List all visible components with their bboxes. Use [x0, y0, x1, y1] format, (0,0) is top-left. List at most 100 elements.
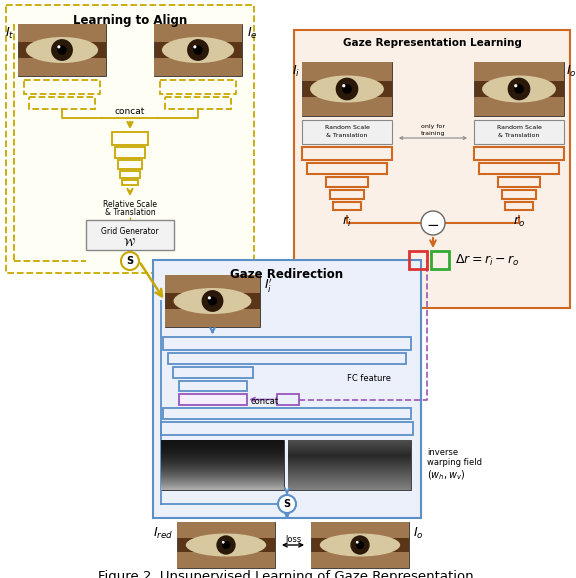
Text: S: S [127, 256, 134, 266]
Bar [288, 456, 411, 457]
Ellipse shape [173, 288, 252, 314]
Ellipse shape [310, 76, 384, 102]
Bar [161, 463, 284, 464]
Bar [288, 440, 411, 490]
Bar [161, 443, 284, 444]
Bar [431, 251, 449, 269]
Bar [86, 220, 174, 250]
Bar [161, 476, 284, 477]
Text: Grid Generator: Grid Generator [101, 227, 159, 236]
Bar [302, 120, 392, 144]
Bar [165, 275, 260, 293]
Bar [177, 522, 275, 538]
Bar [177, 522, 275, 568]
Bar [409, 251, 427, 269]
Bar [161, 444, 284, 445]
Circle shape [208, 297, 217, 306]
Bar [24, 80, 100, 94]
Bar [294, 30, 570, 308]
Bar [288, 460, 411, 461]
Bar [118, 160, 142, 169]
Bar [276, 394, 298, 405]
Bar [288, 470, 411, 471]
Bar [161, 462, 284, 463]
Bar [161, 465, 284, 466]
Bar [161, 464, 284, 465]
Bar [153, 260, 421, 518]
Circle shape [51, 39, 73, 61]
Ellipse shape [26, 37, 98, 63]
Bar [288, 444, 411, 445]
Bar [302, 97, 392, 116]
Bar [154, 24, 242, 76]
Bar [18, 24, 106, 42]
Bar [311, 552, 409, 568]
Bar [288, 445, 411, 446]
Text: $r_i$: $r_i$ [342, 215, 352, 229]
Text: Gaze Representation Learning: Gaze Representation Learning [343, 38, 521, 48]
Text: Learning to Align: Learning to Align [73, 14, 187, 27]
Bar [288, 447, 411, 448]
Bar [307, 163, 387, 174]
Text: $-$: $-$ [426, 216, 439, 231]
Text: FC feature: FC feature [347, 374, 391, 383]
Bar [288, 475, 411, 476]
Bar [288, 443, 411, 444]
Bar [288, 463, 411, 464]
Bar [161, 471, 284, 472]
Bar [161, 459, 284, 460]
Bar [288, 465, 411, 466]
Bar [474, 147, 564, 160]
Text: loss: loss [285, 535, 301, 544]
Bar [288, 453, 411, 454]
Bar [120, 171, 140, 178]
Bar [177, 552, 275, 568]
Bar [288, 449, 411, 450]
Circle shape [356, 541, 359, 544]
Bar [161, 457, 284, 458]
Bar [311, 522, 409, 538]
Bar [161, 422, 413, 435]
Bar [311, 522, 409, 568]
Circle shape [514, 84, 524, 94]
Bar [288, 450, 411, 451]
Bar [288, 446, 411, 447]
Bar [288, 485, 411, 486]
Bar [302, 147, 392, 160]
Circle shape [350, 535, 370, 555]
Bar [112, 132, 148, 145]
Circle shape [278, 495, 296, 513]
Circle shape [58, 45, 67, 55]
Bar [154, 58, 242, 76]
Bar [288, 489, 411, 490]
Bar [161, 453, 284, 454]
Text: $\Delta r = r_i - r_o$: $\Delta r = r_i - r_o$ [455, 253, 520, 268]
Bar [29, 97, 95, 109]
Bar [288, 478, 411, 479]
Bar [161, 454, 284, 455]
Bar [161, 479, 284, 480]
Bar [161, 489, 284, 490]
Bar [161, 442, 284, 443]
Circle shape [208, 297, 211, 299]
Bar [330, 190, 364, 199]
Bar [288, 471, 411, 472]
Circle shape [507, 77, 530, 101]
Text: $I_o$: $I_o$ [413, 526, 423, 541]
Text: S: S [283, 499, 290, 509]
Bar [161, 470, 284, 471]
Bar [288, 448, 411, 449]
Bar [161, 458, 284, 459]
Bar [161, 467, 284, 468]
Bar [288, 482, 411, 483]
Text: $I_i'$: $I_i'$ [264, 277, 273, 295]
Circle shape [194, 45, 203, 55]
Text: Random Scale: Random Scale [324, 125, 369, 130]
Bar [161, 461, 284, 462]
Bar [288, 458, 411, 459]
Bar [288, 476, 411, 477]
Text: concat: concat [251, 397, 279, 406]
Text: warping field: warping field [427, 458, 482, 467]
Circle shape [222, 541, 225, 544]
Text: concat: concat [115, 107, 145, 116]
